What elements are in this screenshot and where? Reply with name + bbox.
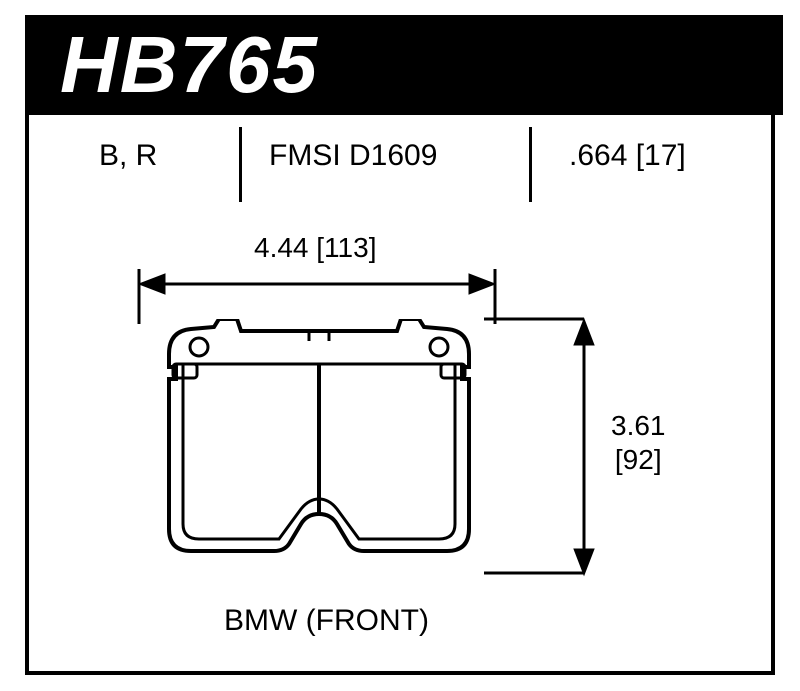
part-number: HB765 (60, 19, 319, 111)
height-dimension-arrow (564, 317, 604, 577)
diagram-area: 4.44 [113] (29, 239, 771, 669)
width-dimension-label: 4.44 [113] (254, 231, 376, 265)
product-label: BMW (FRONT) (224, 604, 429, 638)
height-mm: [92] (615, 444, 662, 475)
width-ext-right (493, 269, 497, 324)
height-ext-top (484, 317, 584, 321)
info-row: B, R FMSI D1609 .664 [17] (29, 119, 771, 209)
height-dimension-label: 3.61 [92] (611, 409, 666, 476)
thickness-spec: .664 [17] (569, 139, 686, 173)
spec-sheet-frame: HB765 B, R FMSI D1609 .664 [17] 4.44 [11… (25, 15, 775, 675)
width-ext-left (137, 269, 141, 324)
brake-pad-drawing (159, 319, 479, 569)
divider-1 (239, 127, 242, 202)
header-bar: HB765 (25, 15, 783, 115)
height-in: 3.61 (611, 410, 666, 441)
height-ext-bottom (484, 571, 584, 575)
divider-2 (529, 127, 532, 202)
width-dimension-arrow (137, 264, 497, 304)
fmsi-code: FMSI D1609 (269, 139, 437, 173)
compound-codes: B, R (99, 139, 157, 173)
